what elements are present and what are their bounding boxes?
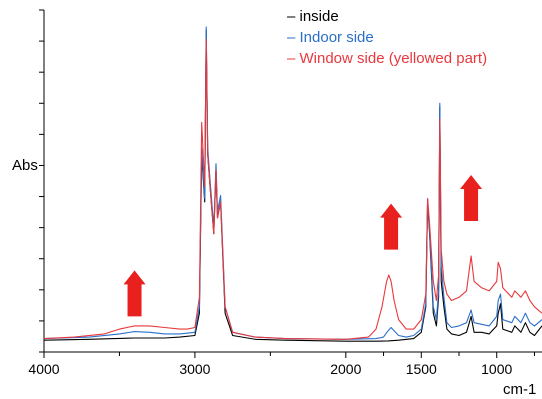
arrow-up-marker-2 [460,174,483,221]
y-axis-label: Abs [12,157,38,174]
x-tick-label: 4000 [28,361,59,377]
x-tick-label: 1000 [481,361,512,377]
legend-entry-2: – Window side (yellowed part) [287,50,487,67]
arrow-up-marker-0 [123,270,146,317]
y-axis-ticks [39,9,44,353]
arrow-up-marker-1 [380,203,403,250]
series-line-2 [43,39,542,340]
x-tick-label: 2000 [330,361,361,377]
legend-entry-0: – inside [287,8,339,25]
x-tick-label: 1500 [406,361,437,377]
annotation-layer [123,174,483,317]
x-tick-label: 3000 [179,361,210,377]
x-axis-ticks: 4000 3000 2000 1500 1000 [28,352,535,377]
series-line-1 [43,26,542,340]
legend-entry-1: – Indoor side [287,29,374,46]
legend: – inside – Indoor side – Window side (yell… [287,8,487,67]
x-axis-label: cm-1 [503,381,536,398]
series-layer [43,26,542,342]
